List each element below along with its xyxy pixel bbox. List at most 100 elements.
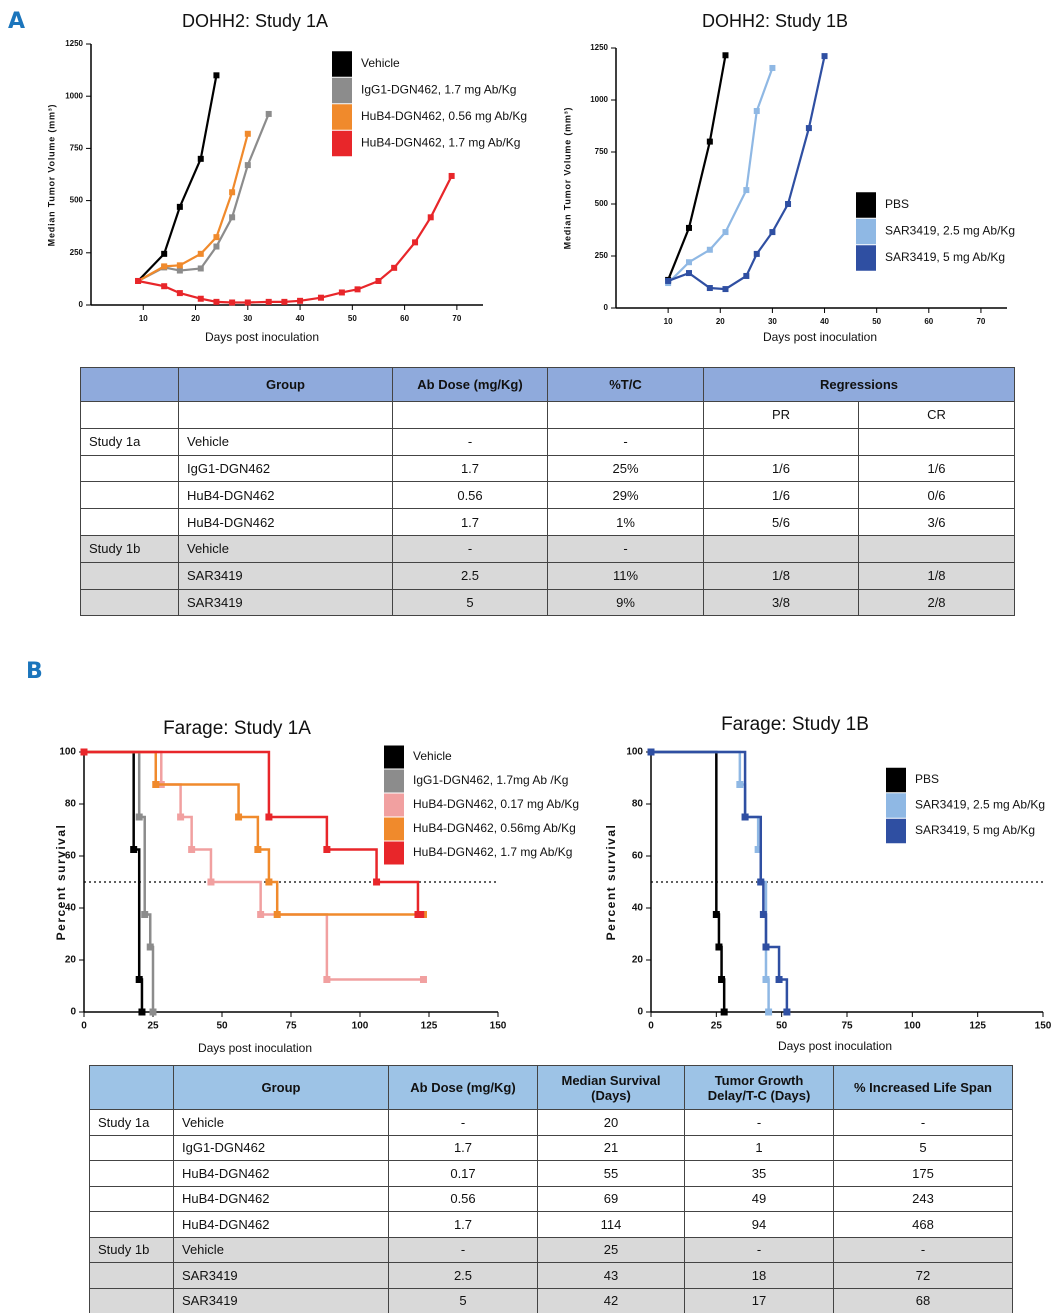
y-tick-label: 1000 — [590, 95, 608, 104]
table-cell: IgG1-DGN462 — [178, 454, 393, 483]
chart-title: DOHH2: Study 1B — [702, 11, 848, 31]
marker — [743, 272, 750, 279]
study-cell — [80, 508, 179, 536]
subheader-cell: PR — [703, 401, 859, 429]
x-tick-label: 70 — [976, 317, 985, 326]
marker — [647, 748, 655, 756]
table-cell: - — [833, 1236, 1013, 1263]
legend-swatch — [332, 104, 352, 130]
marker — [244, 130, 251, 137]
line — [667, 55, 826, 291]
y-tick-label: 60 — [632, 851, 644, 862]
legend-swatch — [384, 745, 404, 769]
y-tick-label: 500 — [70, 196, 84, 205]
table-cell: 29% — [547, 481, 704, 510]
table-cell: 55 — [537, 1160, 685, 1187]
marker — [754, 846, 762, 853]
marker — [135, 277, 142, 284]
marker — [759, 911, 767, 918]
table-cell: - — [684, 1109, 834, 1136]
y-tick-label: 100 — [626, 747, 643, 758]
table-cell: 25 — [537, 1236, 685, 1263]
chart-title: Farage: Study 1A — [163, 718, 311, 739]
marker — [213, 298, 220, 305]
table-cell: 1.7 — [392, 454, 548, 483]
table-cell: 0.17 — [388, 1160, 538, 1187]
legend-label: SAR3419, 2.5 mg Ab/Kg — [885, 224, 1015, 238]
table-row: IgG1-DGN462 1.7 21 1 5 — [89, 1134, 1013, 1161]
header-cell: Tumor Growth Delay/T-C (Days) — [684, 1065, 834, 1110]
legend-label: Vehicle — [413, 749, 452, 763]
marker — [805, 125, 812, 132]
marker — [213, 72, 220, 79]
x-tick-label: 50 — [348, 314, 357, 323]
x-tick-label: 0 — [81, 1021, 87, 1032]
panel-label: B — [26, 659, 43, 684]
marker — [197, 155, 204, 162]
panel-label: A — [8, 9, 25, 34]
subheader-row: PR CR — [80, 401, 1016, 429]
line — [667, 67, 774, 284]
x-tick-label: 50 — [872, 317, 881, 326]
table-row: HuB4-DGN462 1.7 114 94 468 — [89, 1211, 1013, 1238]
marker — [821, 53, 828, 60]
marker — [375, 277, 382, 284]
study-cell: Study 1b — [89, 1236, 174, 1263]
x-tick-label: 20 — [716, 317, 725, 326]
y-axis-label: Percent survival — [54, 824, 68, 941]
table-cell — [857, 427, 1016, 456]
x-axis-label: Days post inoculation — [778, 1039, 892, 1053]
marker — [718, 976, 726, 983]
y-tick-label: 60 — [65, 851, 77, 862]
legend-label: HuB4-DGN462, 0.17 mg Ab/Kg — [413, 797, 579, 811]
table-cell: 0/6 — [857, 481, 1016, 510]
table-cell: 18 — [684, 1262, 834, 1289]
legend-label: HuB4-DGN462, 1.7 mg Ab/Kg — [361, 136, 520, 150]
y-tick-label: 100 — [59, 747, 76, 758]
marker — [354, 286, 361, 293]
header-cell — [80, 367, 179, 402]
study-cell — [80, 561, 179, 590]
table-cell: Vehicle — [178, 534, 393, 563]
marker — [161, 283, 168, 290]
table-cell: 5 — [833, 1134, 1013, 1161]
legend-label: PBS — [885, 197, 909, 211]
y-tick-label: 40 — [65, 903, 77, 914]
table-cell: - — [388, 1236, 538, 1263]
table-cell: - — [392, 427, 548, 456]
legend-swatch — [856, 192, 876, 218]
marker — [753, 108, 760, 115]
table-row: IgG1-DGN462 1.7 25% 1/6 1/6 — [80, 454, 1016, 483]
data-table: Group Ab Dose (mg/Kg) Median Survival (Day… — [89, 1065, 1013, 1313]
legend-swatch — [384, 793, 404, 817]
header-row: Group Ab Dose (mg/Kg) Median Survival (Day… — [89, 1065, 1013, 1110]
marker — [685, 224, 692, 231]
study-cell — [89, 1262, 174, 1289]
table-cell: 1.7 — [392, 508, 548, 536]
table-cell: - — [547, 534, 704, 563]
marker — [135, 813, 143, 821]
study-cell — [89, 1160, 174, 1187]
marker — [235, 813, 243, 821]
table-row: SAR3419 5 9% 3/8 2/8 — [80, 588, 1016, 617]
marker — [161, 250, 168, 257]
data-table: Group Ab Dose (mg/Kg) %T/C Regressions PR CR S… — [80, 367, 1016, 617]
x-tick-label: 100 — [352, 1021, 369, 1032]
study-cell: Study 1a — [80, 427, 179, 456]
study-cell — [89, 1287, 174, 1313]
table-cell: HuB4-DGN462 — [178, 508, 393, 536]
subheader-cell — [178, 401, 393, 429]
marker — [685, 259, 692, 266]
y-axis-label: Percent survival — [604, 824, 618, 941]
legend-swatch — [856, 218, 876, 245]
marker — [135, 976, 143, 983]
header-cell: Median Survival (Days) — [537, 1065, 685, 1110]
marker — [177, 813, 185, 821]
table-cell: - — [547, 427, 704, 456]
header-cell: Ab Dose (mg/Kg) — [392, 367, 548, 402]
table-cell: 35 — [684, 1160, 834, 1187]
table-cell: 1/6 — [703, 454, 859, 483]
marker — [176, 290, 183, 297]
table-cell: 21 — [537, 1134, 685, 1161]
x-tick-label: 10 — [664, 317, 673, 326]
